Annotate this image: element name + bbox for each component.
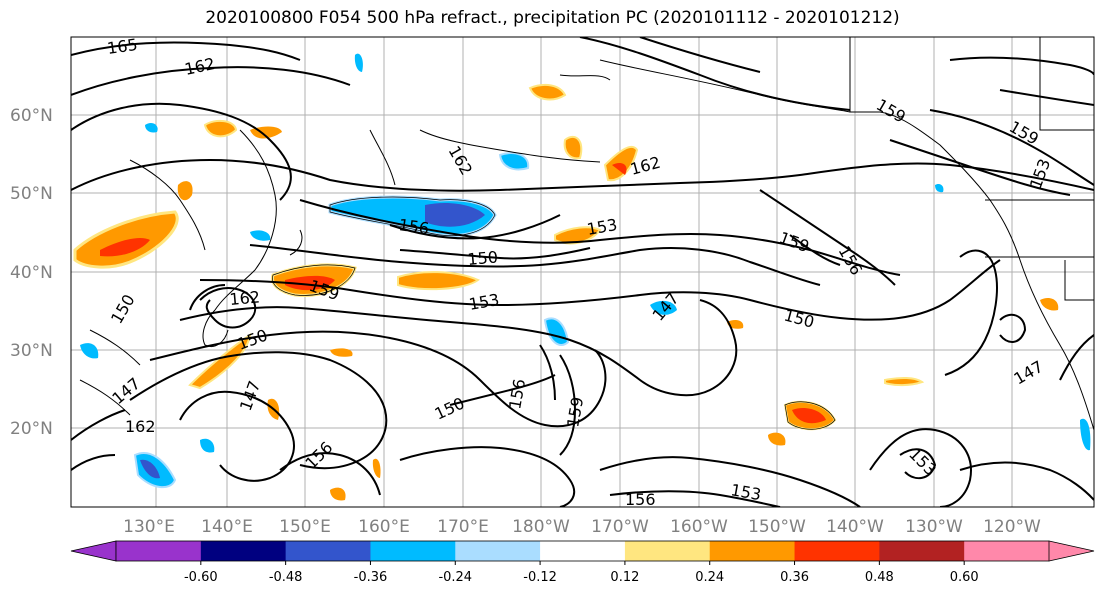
- lon-label: 170°W: [591, 517, 649, 537]
- longitude-labels: 130°E 140°E 150°E 160°E 170°E 180°W 170°…: [123, 517, 1041, 537]
- contour-label: 156: [397, 215, 430, 238]
- colorbar-segment: [285, 541, 371, 561]
- coastlines: [79, 37, 1094, 431]
- contour-label: 165: [106, 35, 139, 58]
- colorbar-segment: [370, 541, 456, 561]
- lon-label: 130°E: [123, 517, 175, 537]
- colorbar-segment: [964, 541, 1050, 561]
- colorbar-segment: [879, 541, 965, 561]
- colorbar-segment: [709, 541, 796, 561]
- colorbar-label: -0.60: [184, 570, 218, 585]
- contour-label: 156: [625, 490, 656, 509]
- lat-label-60n: 60°N: [10, 106, 53, 126]
- lon-label: 170°E: [437, 517, 489, 537]
- colorbar-label: -0.24: [438, 570, 472, 585]
- lat-label-50n: 50°N: [10, 184, 53, 204]
- map-title: 2020100800 F054 500 hPa refract., precip…: [205, 8, 900, 28]
- map-border: [70, 36, 1095, 508]
- colorbar-label: 0.12: [610, 570, 639, 585]
- contour-label: 162: [125, 417, 156, 436]
- colorbar-segment: [116, 541, 202, 561]
- lon-label: 150°E: [279, 517, 331, 537]
- lon-label: 180°W: [512, 517, 570, 537]
- lon-label: 140°W: [826, 517, 884, 537]
- colorbar-extend-high: [1048, 540, 1095, 562]
- colorbar-label: -0.12: [523, 570, 557, 585]
- latitude-labels: 60°N 50°N 40°N 30°N 20°N: [10, 106, 53, 439]
- colorbar-segment: [455, 541, 541, 561]
- lon-label: 140°E: [201, 517, 253, 537]
- colorbar-segment: [540, 541, 626, 561]
- colorbar-label: 0.60: [950, 570, 979, 585]
- lon-label: 130°W: [905, 517, 963, 537]
- colorbar-label: 0.48: [865, 570, 894, 585]
- lat-label-20n: 20°N: [10, 419, 53, 439]
- colorbar-label: 0.36: [780, 570, 809, 585]
- contour-label: 162: [229, 287, 261, 309]
- contour-label: 150: [467, 247, 499, 269]
- precip-outlines: [272, 196, 836, 430]
- graticule: [71, 37, 1094, 507]
- lat-label-30n: 30°N: [10, 341, 53, 361]
- colorbar-segment: [624, 541, 711, 561]
- lon-label: 160°W: [670, 517, 728, 537]
- colorbar-segment: [200, 541, 287, 561]
- colorbar-label: 0.24: [695, 570, 724, 585]
- colorbar-label: -0.48: [269, 570, 303, 585]
- colorbar-border: [115, 540, 1050, 562]
- colorbar-label: -0.36: [354, 570, 388, 585]
- lon-label: 160°E: [358, 517, 410, 537]
- contour-lines: [71, 37, 1094, 507]
- lon-label: 150°W: [748, 517, 806, 537]
- precip-positive-areas: [73, 83, 1059, 501]
- colorbar-segment: [794, 541, 880, 561]
- lat-label-40n: 40°N: [10, 263, 53, 283]
- colorbar: -0.60 -0.48 -0.36 -0.24 -0.12 0.12 0.24 0.36 0.4…: [70, 540, 1095, 585]
- colorbar-extend-low: [70, 540, 117, 562]
- lon-label: 120°W: [983, 517, 1041, 537]
